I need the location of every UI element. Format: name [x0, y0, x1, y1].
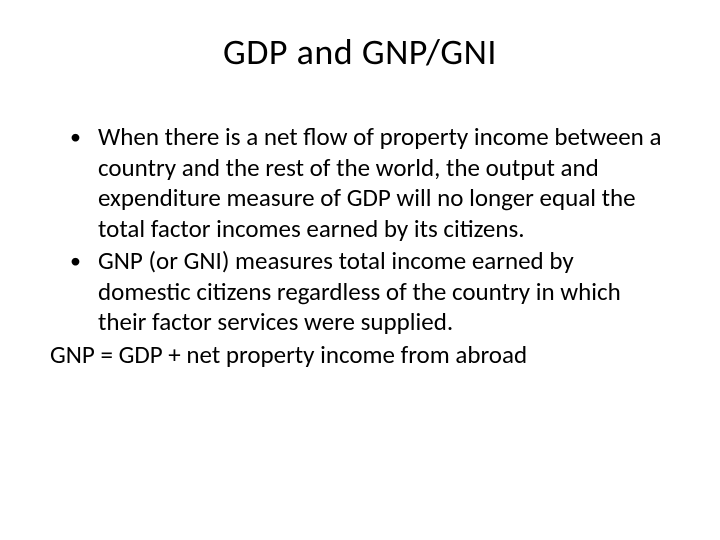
bullet-text: When there is a net flow of property inc… [98, 122, 670, 244]
bullet-text: GNP (or GNI) measures total income earne… [98, 246, 670, 338]
equation-text: GNP = GDP + net property income from abr… [50, 340, 670, 371]
slide-container: GDP and GNP/GNI • When there is a net fl… [0, 0, 720, 540]
bullet-item: • When there is a net flow of property i… [70, 122, 670, 244]
slide-content: • When there is a net flow of property i… [50, 122, 670, 370]
bullet-marker-icon: • [70, 246, 98, 275]
bullet-item: • GNP (or GNI) measures total income ear… [70, 246, 670, 338]
bullet-marker-icon: • [70, 122, 98, 151]
slide-title: GDP and GNP/GNI [50, 30, 670, 74]
